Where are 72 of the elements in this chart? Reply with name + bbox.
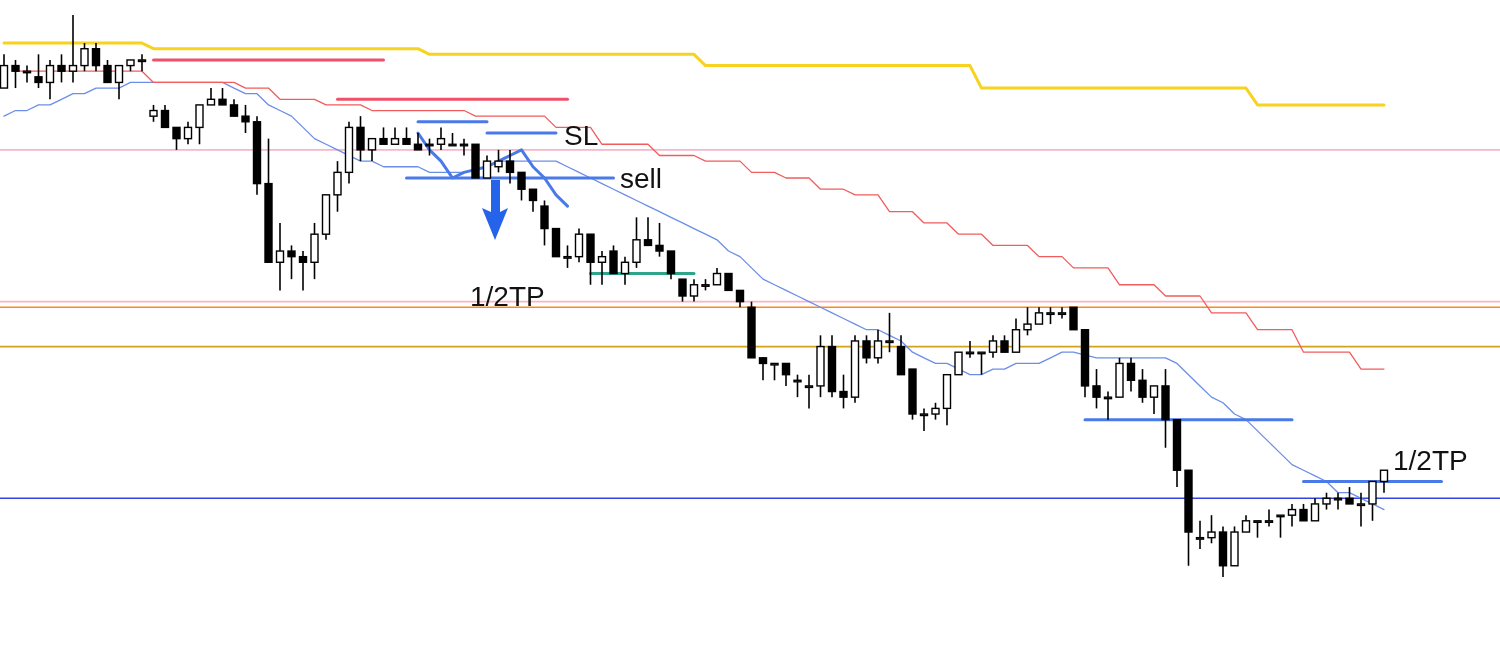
- candlestick: [597, 250, 607, 286]
- candlestick: [505, 149, 515, 185]
- candlestick: [11, 59, 20, 89]
- candlestick: [1103, 390, 1113, 421]
- candlestick: [678, 278, 687, 303]
- candlestick: [1379, 469, 1389, 494]
- candlestick: [68, 14, 78, 84]
- candlestick: [666, 250, 676, 280]
- candlestick: [1368, 480, 1377, 522]
- candlestick: [839, 373, 848, 410]
- annotation: sell: [620, 162, 663, 194]
- annotation: SL: [564, 119, 599, 151]
- candlestick: [1287, 503, 1297, 528]
- candlestick: [689, 278, 699, 303]
- candlestick: [172, 126, 181, 151]
- candlestick: [287, 244, 296, 280]
- candlestick: [781, 362, 791, 387]
- candlestick: [1310, 497, 1320, 522]
- candlestick: [758, 357, 768, 382]
- candlestick: [643, 216, 653, 247]
- candlestick: [1092, 368, 1101, 410]
- candlestick: [517, 171, 526, 202]
- candlestick: [91, 42, 101, 72]
- annotation: 1/2TP: [1393, 444, 1468, 476]
- candlestick: [45, 59, 55, 101]
- candlestick: [563, 244, 572, 269]
- candlestick: [356, 115, 365, 162]
- candlestick: [34, 53, 43, 89]
- candlestick: [333, 160, 342, 213]
- candlestick: [540, 199, 549, 247]
- candlestick: [482, 154, 492, 179]
- candlestick: [1276, 514, 1285, 539]
- candlestick: [988, 334, 998, 359]
- candlestick: [632, 216, 641, 269]
- candlestick: [655, 222, 664, 258]
- candlestick: [1356, 491, 1366, 528]
- candlestick: [1126, 357, 1136, 393]
- candlestick: [1023, 306, 1032, 337]
- candlestick: [862, 334, 871, 365]
- candlestick: [528, 188, 538, 213]
- candlestick: [114, 64, 124, 101]
- candlestick: [804, 373, 814, 410]
- candlestick: [80, 42, 89, 72]
- candlestick: [0, 53, 9, 89]
- candlestick: [1195, 520, 1205, 550]
- candlestick: [954, 351, 963, 376]
- candlestick: [1069, 306, 1078, 331]
- candlestick: [103, 59, 112, 84]
- candlestick: [609, 244, 618, 275]
- candlestick: [436, 126, 446, 151]
- candlestick: [1207, 514, 1216, 545]
- candlestick: [137, 53, 147, 72]
- candlestick: [195, 104, 204, 146]
- candlestick: [183, 120, 193, 146]
- candlestick: [1264, 508, 1274, 528]
- candlestick: [160, 104, 170, 129]
- candlestick: [494, 149, 503, 174]
- candlestick: [241, 104, 250, 134]
- candlestick: [873, 328, 883, 365]
- annotation: 1/2TP: [470, 280, 545, 312]
- candlestick: [1011, 317, 1021, 353]
- candlestick: [574, 227, 584, 264]
- candlestick: [298, 250, 308, 292]
- candlestick: [1149, 385, 1159, 415]
- candlestick: [57, 53, 66, 84]
- candlestick: [919, 407, 929, 432]
- candlestick: [885, 312, 894, 353]
- candlestick: [275, 222, 285, 292]
- candlestick: [1333, 491, 1343, 511]
- candlestick: [367, 137, 377, 162]
- candlestick: [620, 255, 630, 286]
- candlestick: [1138, 368, 1147, 404]
